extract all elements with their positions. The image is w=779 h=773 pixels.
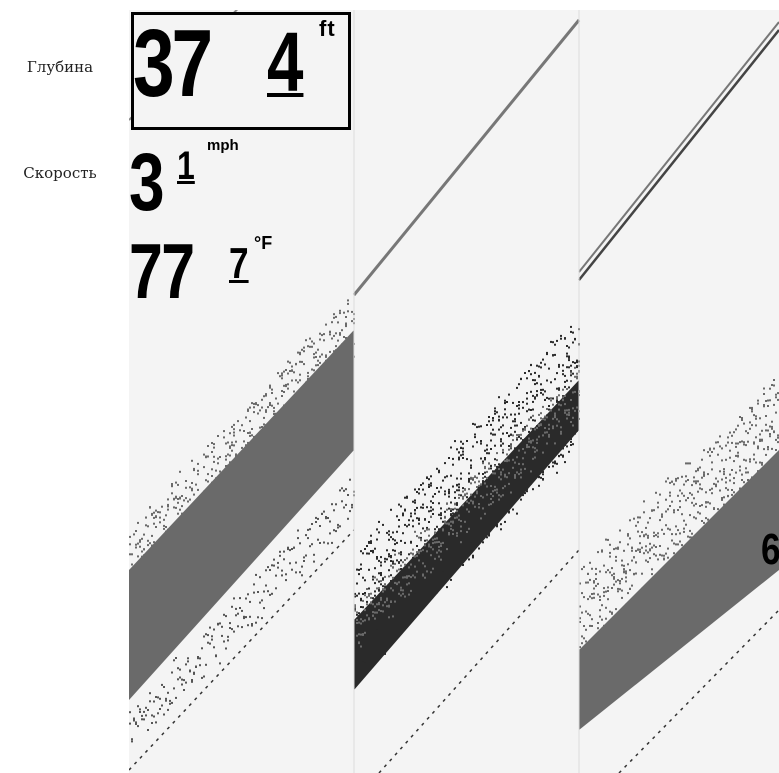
right-surface-line: [578, 29, 779, 281]
left-dashed-line: [129, 529, 355, 771]
right-scatter-echo: [579, 379, 779, 651]
middle-gray-echo: [354, 364, 580, 648]
depth-readout-box: [131, 12, 351, 130]
left-speckle-echo: [129, 478, 355, 743]
left-scatter-echo: [129, 299, 355, 589]
left-bottom-echo: [129, 330, 354, 700]
speed-label: Скорость: [23, 164, 97, 182]
right-dashed-line: [618, 609, 779, 773]
temperature-value: 77: [129, 227, 195, 315]
middle-dashed-line: [378, 549, 580, 773]
depth-unit: ft: [319, 16, 336, 41]
temperature-fraction: 7: [229, 239, 249, 288]
sonar-screen: 37 4 ft 3 1 mph 77 7 °F 6: [129, 10, 779, 773]
depth-fraction: 4: [267, 15, 304, 109]
edge-digit: 6: [761, 525, 779, 574]
speed-unit: mph: [207, 137, 239, 154]
depth-value: 37: [133, 10, 213, 117]
speed-fraction: 1: [177, 144, 195, 188]
middle-surface-line: [352, 19, 581, 296]
sonar-echo-display: [129, 10, 779, 773]
right-surface-line-2: [578, 21, 779, 273]
right-bottom-echo: [579, 450, 779, 730]
speed-value: 3: [129, 137, 165, 228]
temperature-unit: °F: [254, 233, 273, 253]
depth-label: Глубина: [26, 58, 94, 76]
